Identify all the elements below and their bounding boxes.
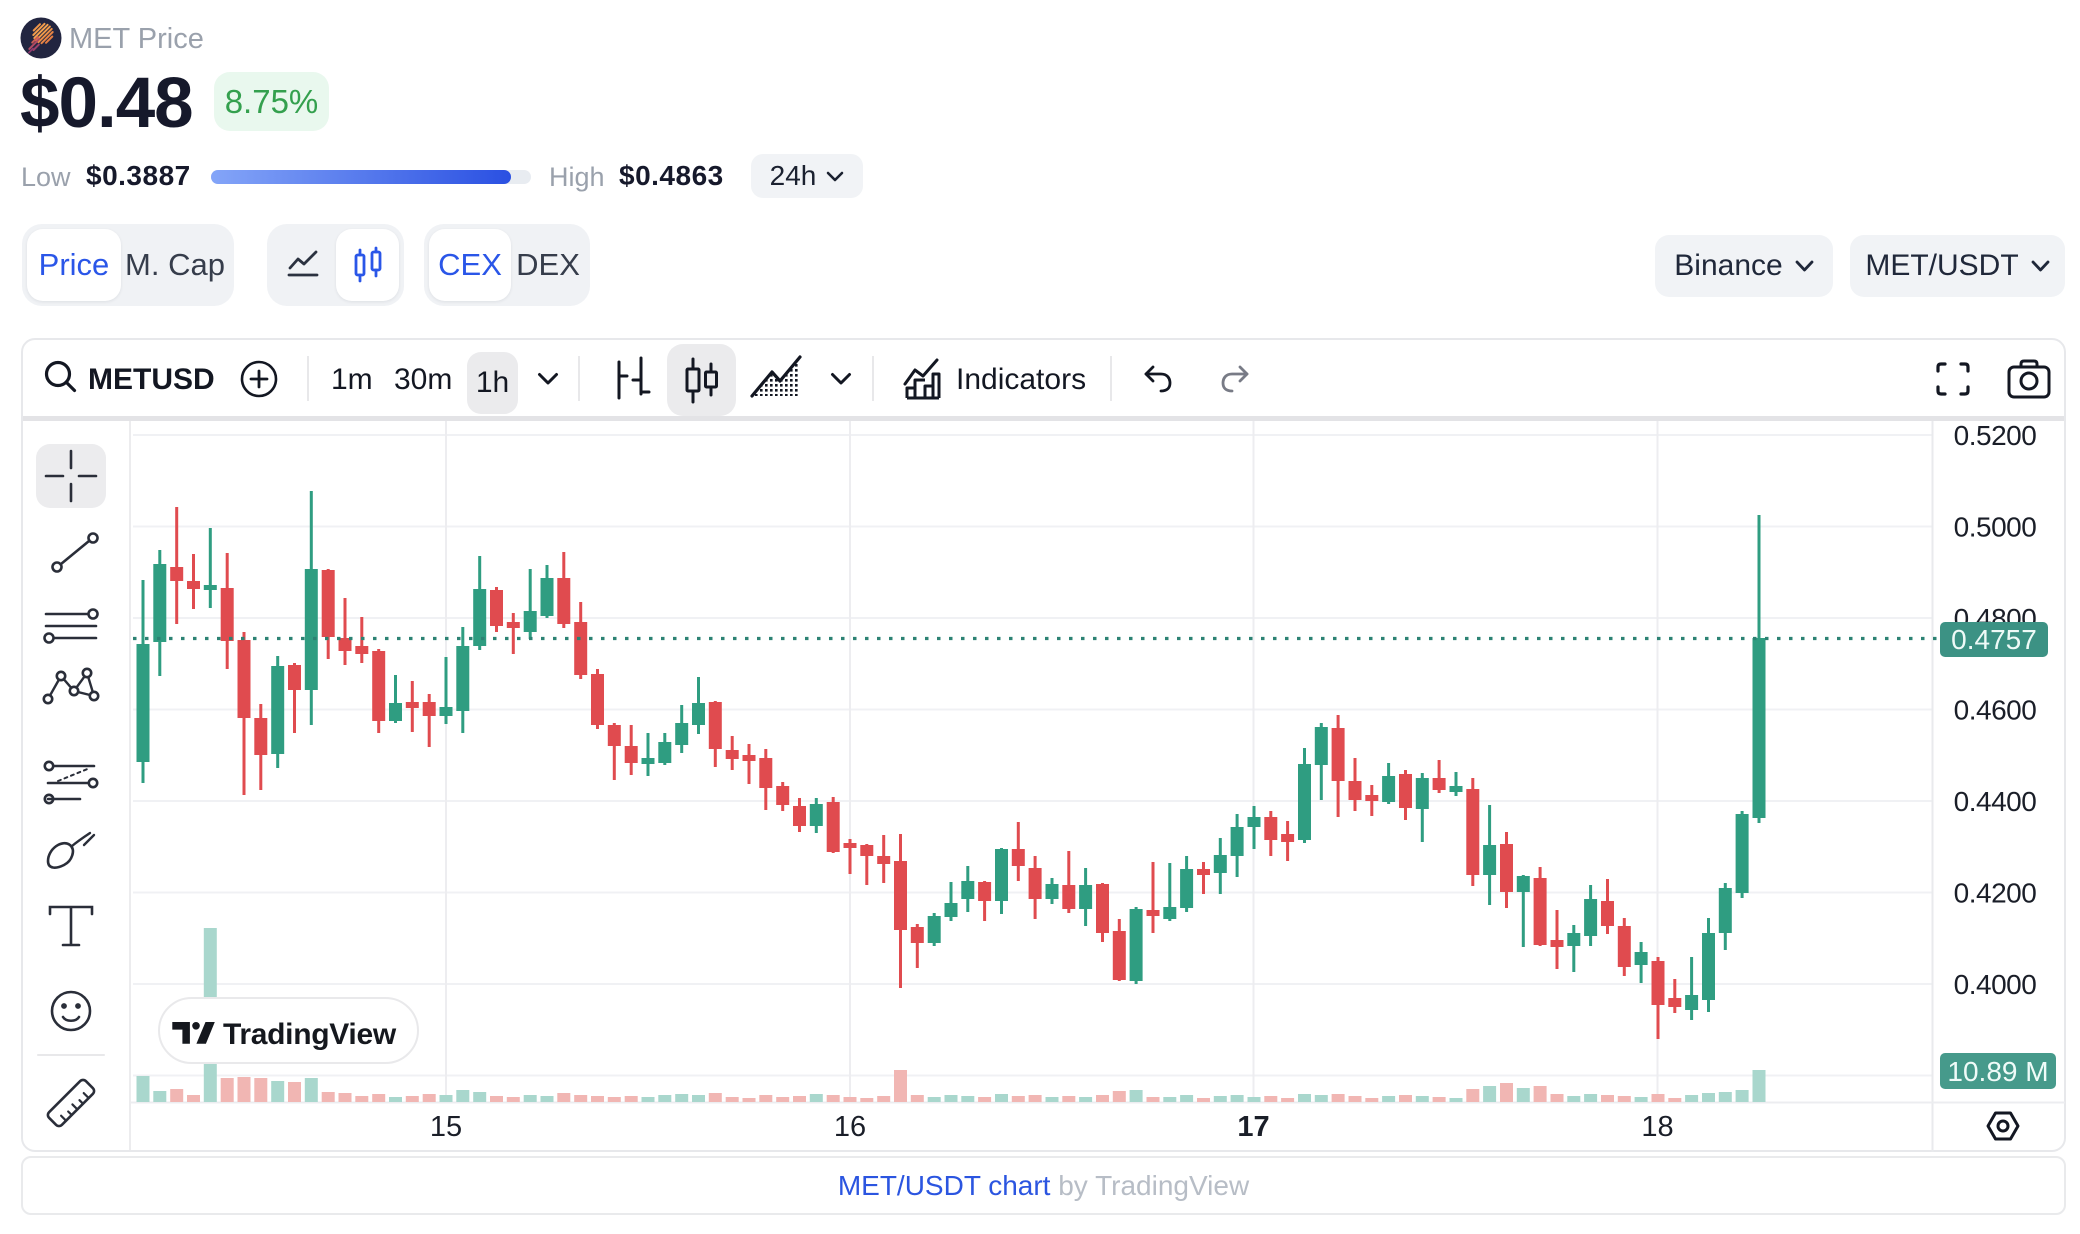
svg-text:17: 17 xyxy=(1237,1111,1269,1143)
svg-text:15: 15 xyxy=(430,1111,462,1143)
svg-text:10.89 M: 10.89 M xyxy=(1947,1056,2048,1087)
svg-text:0.4200: 0.4200 xyxy=(1954,878,2037,909)
svg-text:18: 18 xyxy=(1641,1111,1673,1143)
svg-text:0.5000: 0.5000 xyxy=(1954,512,2037,543)
svg-text:0.5200: 0.5200 xyxy=(1954,421,2037,451)
svg-text:0.4757: 0.4757 xyxy=(1951,624,2037,655)
svg-text:16: 16 xyxy=(834,1111,866,1143)
svg-text:0.4600: 0.4600 xyxy=(1954,695,2037,726)
svg-text:0.4400: 0.4400 xyxy=(1954,786,2037,817)
svg-text:TradingView: TradingView xyxy=(223,1018,397,1051)
svg-text:0.4000: 0.4000 xyxy=(1954,969,2037,1000)
